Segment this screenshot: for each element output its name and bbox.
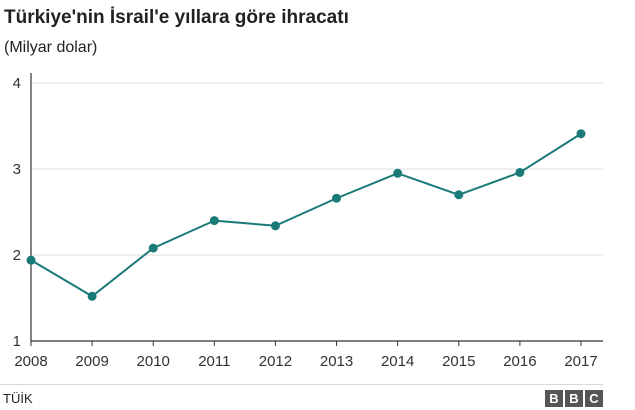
x-tick-label: 2013 [320,353,353,370]
x-tick-label: 2016 [503,353,536,370]
x-tick-label: 2009 [75,353,108,370]
y-tick-label: 1 [13,333,21,350]
x-tick-label: 2014 [381,353,414,370]
data-point [209,216,219,226]
y-tick-label: 4 [13,75,21,92]
chart-subtitle: (Milyar dolar) [4,39,98,56]
bbc-logo-letter: B [565,390,583,407]
x-tick-label: 2010 [137,353,170,370]
x-tick-label: 2011 [198,353,230,370]
bbc-logo-letter: B [545,390,563,407]
data-point [148,243,158,253]
footer-divider [0,384,603,385]
source-label: TÜİK [3,391,33,406]
x-tick-label: 2015 [442,353,475,370]
y-tick-label: 3 [13,161,21,178]
data-point [87,291,97,301]
bbc-logo: B B C [545,390,603,407]
data-point [393,168,403,178]
data-point [26,255,36,265]
data-point [270,221,280,231]
data-point [515,167,525,177]
bbc-logo-letter: C [585,390,603,407]
y-tick-label: 2 [13,247,21,264]
x-tick-label: 2008 [14,353,47,370]
x-tick-label: 2012 [259,353,292,370]
data-point [576,129,586,139]
data-point [454,190,464,200]
chart-title: Türkiye'nin İsrail'e yıllara göre ihraca… [4,7,349,28]
series-line [30,132,582,298]
x-tick-label: 2017 [564,353,597,370]
line-chart: 1 2 3 4 2008 2009 2010 2011 2012 2013 2014 2015 2016… [13,73,603,370]
data-point [332,193,342,203]
